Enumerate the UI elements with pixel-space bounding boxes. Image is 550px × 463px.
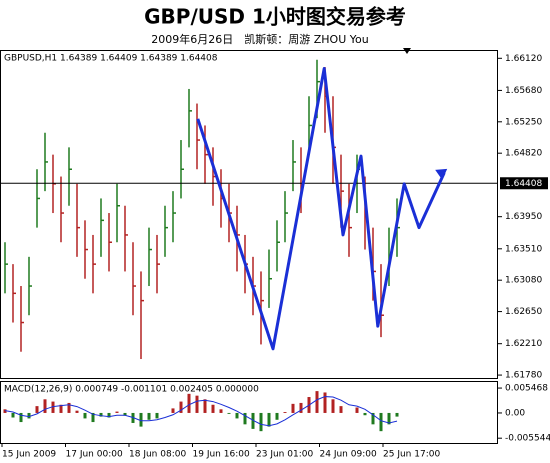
current-price-box xyxy=(500,177,548,190)
y-tick-label: 1.64820 xyxy=(505,149,542,159)
x-tick-label: 15 Jun 2009 xyxy=(2,450,56,460)
macd-pane xyxy=(0,381,498,444)
x-tick-label: 23 Jun 01:00 xyxy=(256,450,313,460)
y-tick-label: 0.00 xyxy=(505,408,525,418)
x-tick-label: 17 Jun 00:00 xyxy=(66,450,123,460)
zigzag-line xyxy=(196,67,446,351)
price-pane xyxy=(0,50,498,379)
y-tick-label: 0.005468 xyxy=(505,384,548,394)
current-price-label: 1.64408 xyxy=(505,179,542,189)
x-tick-label: 18 Jun 08:00 xyxy=(129,450,186,460)
y-tick-label: 1.66120 xyxy=(505,54,542,64)
y-tick-label: 1.65680 xyxy=(505,86,542,96)
x-tick-label: 19 Jun 16:00 xyxy=(193,450,250,460)
chart-title: GBP/USD 1小时图交易参考 xyxy=(144,5,406,29)
x-tick-label: 25 Jun 17:00 xyxy=(383,450,440,460)
zigzag-arrowhead xyxy=(435,168,448,180)
y-tick-label: -0.005544 xyxy=(505,434,550,444)
y-tick-label: 1.63510 xyxy=(505,244,542,254)
y-tick-label: 1.62210 xyxy=(505,339,542,349)
macd-signal xyxy=(4,396,398,427)
chart-subtitle: 2009年6月26日 凯斯顿：周游 ZHOU You xyxy=(151,32,368,46)
macd-header: MACD(12,26,9) 0.000749 -0.001101 0.00240… xyxy=(4,385,259,395)
y-tick-label: 1.65250 xyxy=(505,117,542,127)
y-tick-label: 1.63080 xyxy=(505,276,542,286)
y-tick-label: 1.63950 xyxy=(505,212,542,222)
price-header: GBPUSD,H1 1.64389 1.64409 1.64389 1.6440… xyxy=(4,54,218,64)
y-tick-label: 1.61780 xyxy=(505,371,542,381)
shift-marker xyxy=(403,48,411,54)
x-tick-label: 24 Jun 09:00 xyxy=(320,450,377,460)
y-tick-label: 1.62650 xyxy=(505,307,542,317)
